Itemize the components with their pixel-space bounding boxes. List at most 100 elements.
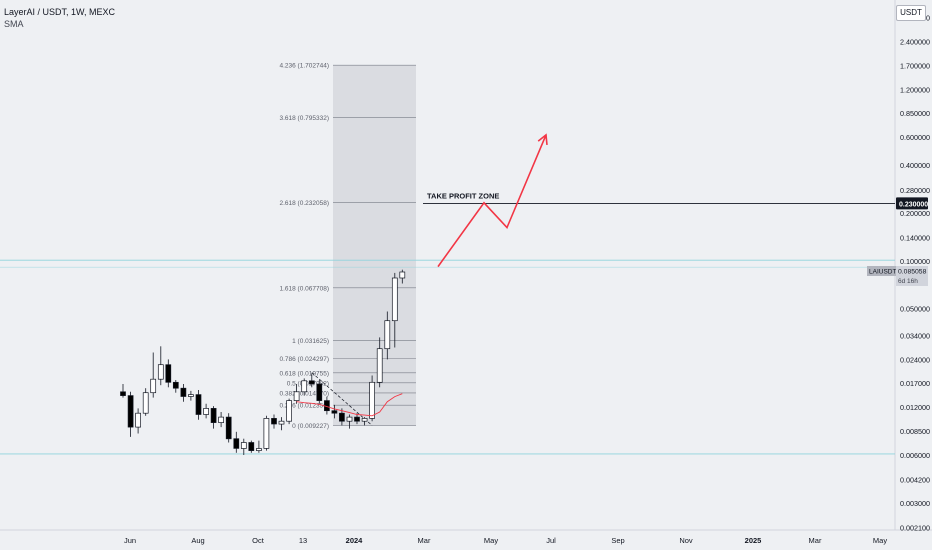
dashed-trendline	[311, 372, 373, 426]
bull-candle	[361, 418, 368, 422]
indicator-label[interactable]: SMA	[4, 19, 24, 29]
bear-candle	[172, 381, 179, 389]
y-tick-label: 0.003000	[900, 499, 930, 508]
fib-level-label: 0.618 (0.019755)	[279, 370, 329, 377]
bull-candle	[399, 271, 406, 279]
countdown-label: 6d 16h	[898, 278, 918, 285]
bull-candle	[391, 277, 398, 322]
fib-level-label: 0.5 (0.017082)	[287, 380, 329, 387]
bull-candle	[369, 381, 375, 419]
bear-candle	[195, 394, 202, 415]
y-tick-label: 0.100000	[900, 257, 930, 266]
x-tick-label: Nov	[679, 536, 693, 545]
y-tick-label: 0.050000	[900, 305, 930, 314]
bear-candle	[248, 442, 255, 451]
bull-candle	[301, 380, 308, 393]
candles-layer	[120, 269, 406, 455]
fib-level-label: 3.618 (0.795332)	[279, 115, 329, 122]
bear-candle	[210, 408, 217, 423]
bull-candle	[263, 418, 270, 449]
take-profit-label: TAKE PROFIT ZONE	[427, 191, 499, 200]
currency-button[interactable]: USDT	[896, 5, 926, 21]
price-axis[interactable]: 5.0000003.4000002.4000001.7000001.200000…	[900, 0, 930, 533]
bear-candle	[233, 438, 240, 449]
fib-level-label: 0 (0.009227)	[292, 423, 329, 430]
bull-candle	[278, 420, 285, 425]
x-tick-label: Jul	[546, 536, 556, 545]
y-tick-label: 0.280000	[900, 186, 930, 195]
bull-candle	[188, 394, 194, 397]
x-tick-label: Jun	[124, 536, 136, 545]
bull-candle	[240, 442, 247, 449]
y-tick-label: 0.850000	[900, 109, 930, 118]
x-tick-label: Mar	[809, 536, 822, 545]
fib-level-label: 1.618 (0.067708)	[279, 285, 329, 292]
x-tick-label: Oct	[252, 536, 265, 545]
last-price-tag	[896, 266, 928, 286]
symbol-label: LAIUSDT	[869, 269, 896, 276]
time-axis[interactable]: Jun Aug Oct 13 2024 Mar May Jul Sep Nov 2025 Mar May	[124, 536, 887, 545]
horizontal-lines-layer	[0, 202, 895, 455]
last-price-label: 0.085058	[898, 269, 927, 276]
fib-level-label: 2.618 (0.232058)	[279, 200, 329, 207]
projection-arrow-head	[537, 133, 548, 145]
fib-level-label: 1 (0.031625)	[292, 338, 329, 345]
bull-candle	[286, 400, 292, 422]
chart-title: LayerAI / USDT, 1W, MEXC	[4, 7, 116, 17]
fib-level-label: 0.236 (0.012356)	[279, 403, 329, 410]
bull-candle	[157, 364, 164, 380]
fib-level-label: 4.236 (1.702744)	[279, 63, 329, 70]
x-tick-label: May	[873, 536, 887, 545]
bear-candle	[271, 418, 277, 425]
y-tick-label: 0.017000	[900, 379, 930, 388]
symbol-tag	[867, 266, 896, 276]
x-tick-label: 2024	[346, 536, 364, 545]
x-tick-label: 2025	[745, 536, 762, 545]
trendline-layer	[311, 372, 373, 426]
y-tick-label: 0.600000	[900, 133, 930, 142]
y-tick-label: 1.200000	[900, 85, 930, 94]
y-tick-label: 0.034000	[900, 331, 930, 340]
x-tick-label: 13	[299, 536, 307, 545]
take-profit-price-label: 0.230000	[899, 201, 928, 208]
x-tick-label: Sep	[611, 536, 624, 545]
fib-zone-area	[333, 65, 416, 426]
fib-zone-layer: 4.236 (1.702744) 3.618 (0.795332) 2.618 (0…	[279, 63, 416, 430]
bull-candle	[203, 408, 209, 415]
projection-arrow-layer	[437, 133, 548, 268]
bear-candle	[331, 410, 338, 414]
x-tick-label: May	[484, 536, 498, 545]
bull-candle	[293, 391, 300, 401]
bull-candle	[135, 412, 141, 428]
bear-candle	[180, 387, 187, 397]
bull-candle	[256, 448, 262, 451]
projection-arrow-path	[437, 134, 547, 268]
y-tick-label: 0.006000	[900, 451, 930, 460]
bull-candle	[142, 392, 149, 414]
y-tick-label: 0.002100	[900, 524, 930, 533]
y-tick-label: 0.012000	[900, 403, 930, 412]
sma-line	[296, 393, 403, 417]
y-tick-label: 1.700000	[900, 61, 930, 70]
x-tick-label: Aug	[191, 536, 204, 545]
bull-candle	[150, 378, 157, 394]
bear-candle	[308, 380, 315, 385]
bear-candle	[316, 383, 323, 401]
y-tick-label: 0.008500	[900, 427, 930, 436]
bear-candle	[165, 364, 172, 383]
bull-candle	[218, 416, 224, 423]
bear-candle	[339, 412, 345, 422]
fib-level-label: 0.786 (0.024297)	[279, 356, 329, 363]
y-tick-label: 2.400000	[900, 38, 930, 47]
bear-candle	[120, 391, 126, 396]
bull-candle	[376, 348, 383, 383]
annotations-layer: TAKE PROFIT ZONE 0.230000 LAIUSDT 0.085058 6…	[427, 191, 928, 286]
sma-layer	[296, 393, 403, 417]
y-tick-label: 0.004200	[900, 476, 930, 485]
y-tick-label: 0.024000	[900, 355, 930, 364]
x-tick-label: Mar	[418, 536, 431, 545]
bear-candle	[225, 416, 232, 440]
take-profit-price-tag	[896, 197, 928, 210]
bull-candle	[346, 416, 353, 422]
